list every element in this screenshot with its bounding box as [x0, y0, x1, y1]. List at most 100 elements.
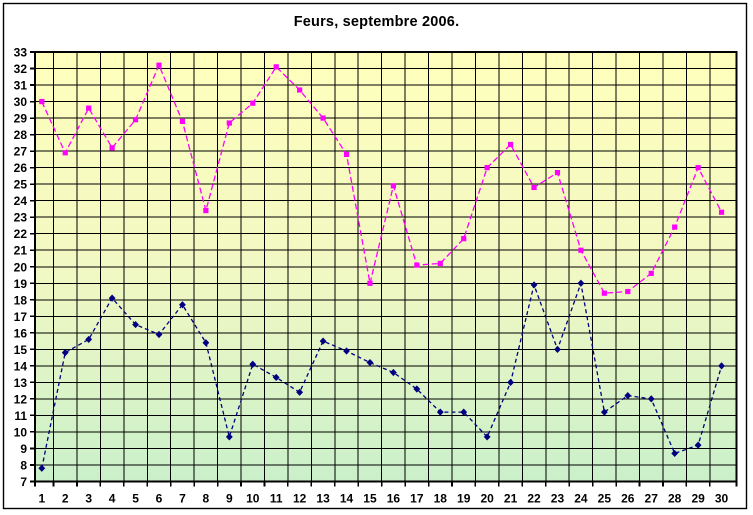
temperature-min-point: [624, 392, 632, 400]
temperature-min-point: [694, 441, 702, 449]
temperature-min-point: [155, 330, 163, 339]
temperature-max-point: [695, 165, 701, 171]
y-axis-label: 24: [14, 194, 28, 208]
temperature-max-point: [648, 270, 654, 276]
temperature-max-point: [226, 120, 232, 126]
temperature-min-point: [366, 358, 374, 367]
temperature-max-point: [156, 62, 162, 68]
temperature-max-point: [554, 169, 561, 176]
temperature-min-point: [460, 408, 468, 416]
y-axis-label: 10: [14, 425, 28, 439]
x-axis-label: 23: [551, 492, 565, 506]
y-axis-label: 32: [14, 62, 28, 76]
y-axis-label: 15: [14, 343, 28, 357]
temperature-max-point: [390, 183, 396, 189]
x-axis-label: 11: [270, 492, 283, 506]
temperature-min-point: [319, 337, 327, 345]
y-axis-label: 13: [14, 376, 28, 390]
x-axis-label: 24: [574, 492, 588, 506]
temperature-min-point: [718, 362, 725, 370]
y-axis-label: 33: [14, 46, 28, 60]
y-axis-label: 27: [14, 145, 28, 159]
temperature-max-point: [414, 262, 420, 268]
temperature-max-point: [62, 150, 68, 156]
x-axis-label: 10: [246, 492, 260, 506]
y-axis-label: 12: [14, 392, 28, 406]
x-axis-label: 25: [598, 492, 612, 506]
temperature-min-point: [249, 360, 257, 368]
temperature-min-point: [108, 294, 116, 302]
temperature-max-point: [672, 224, 678, 230]
x-axis-label: 1: [38, 492, 45, 506]
temperature-min-point: [132, 320, 139, 329]
temperature-max-point: [297, 87, 303, 93]
temperature-max-point: [109, 145, 115, 151]
x-axis-label: 4: [109, 492, 116, 506]
x-axis-label: 16: [387, 492, 401, 506]
temperature-min-point: [413, 385, 421, 393]
temperature-max-point: [39, 98, 45, 105]
temperature-max-line: [41, 63, 723, 294]
temperature-min-markers: [38, 279, 725, 472]
temperature-min-point: [38, 464, 46, 472]
y-axis-label: 20: [14, 260, 28, 274]
temperature-max-point: [343, 151, 350, 158]
y-axis-label: 17: [14, 310, 28, 324]
x-axis-label: 17: [410, 492, 424, 506]
x-axis-label: 29: [691, 492, 705, 506]
x-axis-label: 28: [668, 492, 682, 506]
x-axis-label: 15: [363, 492, 377, 506]
temperature-min-point: [61, 349, 69, 357]
temperature-max-point: [367, 280, 373, 286]
temperature-min-point: [600, 408, 608, 416]
temperature-max-point: [132, 117, 139, 123]
temperature-min-point: [296, 388, 304, 396]
y-axis-label: 8: [20, 458, 27, 472]
x-axis-label: 12: [293, 492, 307, 506]
temperature-max-point: [273, 64, 279, 70]
x-axis-label: 5: [132, 492, 139, 506]
temperature-min-point: [436, 408, 444, 416]
temperature-min-point: [530, 281, 538, 289]
y-axis-label: 14: [14, 359, 28, 373]
temperature-max-point: [461, 236, 467, 242]
x-axis-label: 6: [156, 492, 163, 506]
temperature-min-point: [483, 433, 491, 441]
x-axis-label: 2: [62, 492, 69, 506]
y-axis-label: 11: [14, 409, 27, 423]
y-axis-label: 19: [14, 277, 28, 291]
x-axis-label: 14: [340, 492, 354, 506]
x-axis-label: 8: [203, 492, 210, 506]
temperature-max-point: [86, 105, 92, 111]
temperature-max-point: [601, 290, 607, 296]
temperature-max-point: [578, 247, 584, 253]
temperature-min-point: [671, 449, 679, 458]
x-axis-label: 30: [715, 492, 729, 506]
y-axis-label: 18: [14, 293, 28, 307]
x-axis-label: 3: [85, 492, 92, 506]
y-axis-label: 31: [14, 79, 28, 93]
temperature-min-point: [390, 368, 397, 377]
y-axis-label: 9: [20, 442, 27, 456]
gridlines: [35, 52, 737, 482]
temperature-max-point: [320, 115, 326, 121]
temperature-max-point: [718, 209, 725, 215]
x-axis-label: 20: [480, 492, 494, 506]
temperature-min-point: [343, 347, 350, 355]
temperature-max-point: [250, 100, 256, 106]
plot-border: [34, 51, 738, 483]
temperature-max-point: [203, 207, 209, 214]
x-axis-label: 21: [504, 492, 518, 506]
temperature-min-point: [272, 373, 280, 382]
temperature-min-point: [179, 301, 186, 309]
temperature-min-point: [85, 335, 93, 344]
y-axis-label: 7: [20, 475, 27, 489]
x-axis-label: 18: [434, 492, 448, 506]
x-axis-label: 27: [645, 492, 659, 506]
y-axis-label: 29: [14, 112, 28, 126]
y-axis-label: 21: [14, 244, 28, 258]
temperature-min-point: [202, 339, 210, 347]
temperature-max-markers: [39, 62, 725, 296]
temperature-max-point: [484, 165, 490, 171]
